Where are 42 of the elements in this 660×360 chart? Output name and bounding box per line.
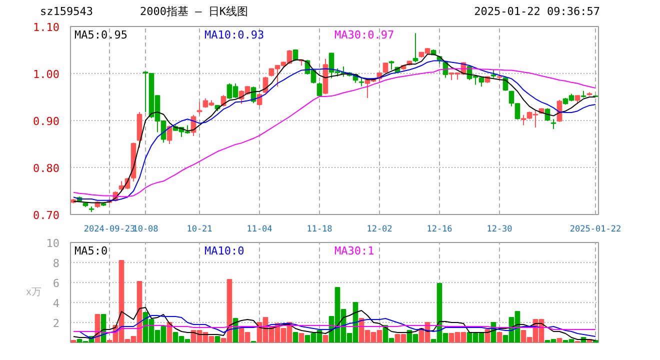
bar bbox=[556, 338, 562, 342]
y-tick-label: 4 bbox=[52, 297, 60, 310]
chart-subtitle: sz159543 bbox=[40, 4, 93, 20]
text: MA30:0.97 bbox=[334, 28, 394, 42]
y-tick-label: 10 bbox=[46, 237, 60, 250]
candlestick bbox=[550, 118, 556, 130]
x-tick-label: 10-08 bbox=[132, 224, 158, 234]
x-tick-label: 12-02 bbox=[366, 224, 392, 234]
y-tick-label: 0.70 bbox=[33, 209, 60, 222]
candlestick bbox=[316, 82, 322, 98]
x-tick-label: 11-18 bbox=[306, 224, 332, 234]
y-tick-label: 1.10 bbox=[33, 21, 60, 34]
x-tick-label: 2024-09-23 bbox=[84, 224, 136, 234]
y-tick-label: 8 bbox=[52, 257, 60, 270]
x-tick-label: 12-30 bbox=[486, 224, 512, 234]
candlestick bbox=[196, 102, 202, 115]
text: MA10:0.93 bbox=[204, 28, 264, 42]
bar bbox=[322, 335, 328, 342]
text: MA5:0 bbox=[74, 244, 108, 258]
bar bbox=[214, 336, 220, 342]
bar bbox=[496, 332, 502, 342]
text: 2025-01-22 09:36:57 bbox=[474, 4, 600, 20]
y-axis-title: x万 bbox=[26, 287, 42, 298]
line-series bbox=[73, 325, 596, 333]
y-tick-label: 0.90 bbox=[33, 115, 60, 128]
candlestick bbox=[382, 62, 388, 74]
y-tick-label: 0.80 bbox=[33, 162, 60, 175]
text: MA30:1 bbox=[334, 244, 374, 258]
text: MA5:0.95 bbox=[74, 28, 128, 42]
candlestick bbox=[412, 32, 418, 63]
bar bbox=[292, 332, 298, 342]
y-tick-label: 6 bbox=[52, 277, 60, 290]
x-tick-label: 2025-01-22 bbox=[570, 224, 622, 234]
chart-title: 2000指基 — 日K线图 bbox=[140, 4, 248, 20]
x-tick-label: 11-04 bbox=[246, 224, 272, 234]
x-tick-label: 10-21 bbox=[186, 224, 212, 234]
text: MA10:0 bbox=[204, 244, 244, 258]
y-tick-label: 2 bbox=[52, 317, 60, 330]
x-tick-label: 12-16 bbox=[426, 224, 452, 234]
line-series bbox=[73, 307, 596, 341]
y-tick-label: 1.00 bbox=[33, 68, 60, 81]
bar bbox=[298, 333, 304, 342]
